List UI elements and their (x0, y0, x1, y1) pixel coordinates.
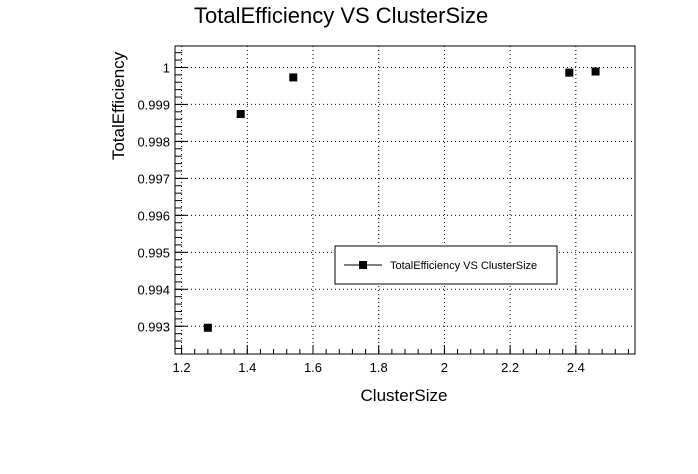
y-tick-label: 0.995 (137, 245, 170, 260)
x-tick-label: 2.4 (567, 360, 585, 375)
y-axis-title: TotalEfficiency (109, 51, 128, 160)
y-tick-label: 0.999 (137, 97, 170, 112)
data-point (591, 67, 600, 76)
y-tick-label: 1 (163, 60, 170, 75)
x-tick-label: 2.2 (501, 360, 519, 375)
legend: TotalEfficiency VS ClusterSize (334, 245, 558, 285)
legend-label: TotalEfficiency VS ClusterSize (390, 260, 537, 272)
x-tick-labels: 1.2 1.4 1.6 1.8 2 2.2 2.4 (173, 360, 585, 375)
y-tick-label: 0.993 (137, 319, 170, 334)
x-tick-label: 1.4 (238, 360, 256, 375)
chart-title: TotalEfficiency VS ClusterSize (194, 3, 488, 28)
grid (175, 46, 635, 354)
data-point (289, 73, 298, 82)
x-tick-label: 1.6 (304, 360, 322, 375)
x-tick-label: 1.2 (173, 360, 191, 375)
data-point (236, 110, 245, 119)
data-points (203, 67, 600, 332)
y-tick-label: 0.998 (137, 134, 170, 149)
y-tick-label: 0.997 (137, 171, 170, 186)
axis-ticks (175, 52, 629, 354)
x-tick-label: 2 (441, 360, 448, 375)
y-tick-label: 0.996 (137, 208, 170, 223)
legend-marker (359, 261, 367, 269)
x-tick-label: 1.8 (370, 360, 388, 375)
x-axis-title: ClusterSize (361, 386, 448, 405)
y-tick-label: 0.994 (137, 282, 170, 297)
data-point (565, 68, 574, 77)
y-tick-labels: 0.993 0.994 0.995 0.996 0.997 0.998 0.999 1 (137, 60, 170, 334)
plot-frame (174, 45, 636, 355)
data-point (203, 323, 212, 332)
